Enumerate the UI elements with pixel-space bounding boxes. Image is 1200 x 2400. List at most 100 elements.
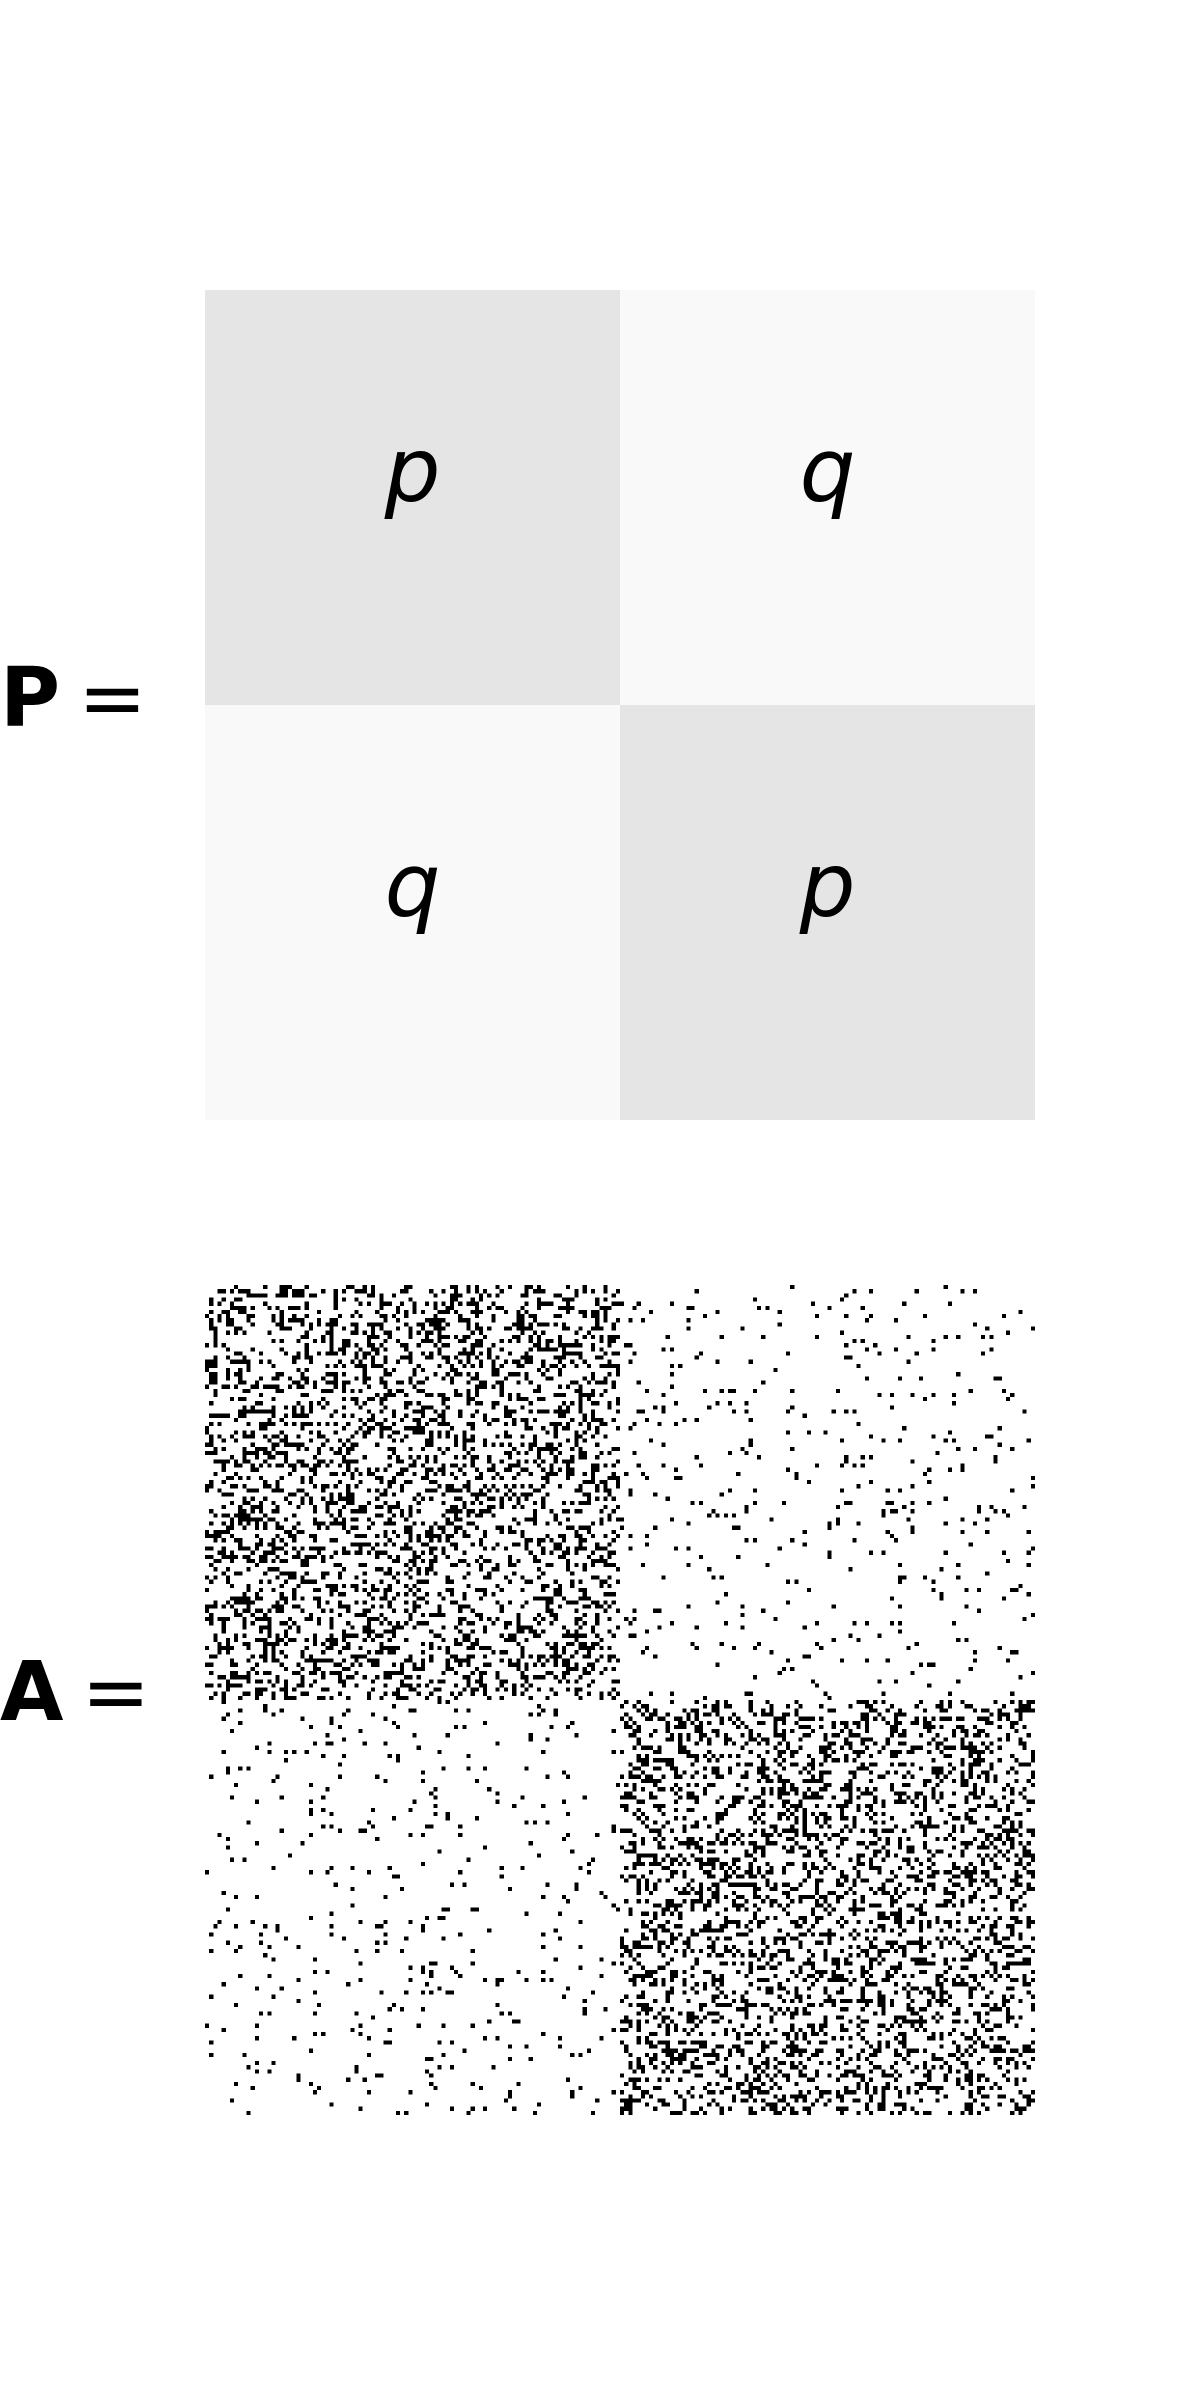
adjacency-entry xyxy=(445,1434,450,1439)
adjacency-entry xyxy=(346,1621,351,1626)
adjacency-entry xyxy=(806,1753,811,1759)
adjacency-entry xyxy=(856,1795,861,1800)
adjacency-entry xyxy=(317,1621,322,1626)
adjacency-entry xyxy=(649,1791,654,1796)
adjacency-entry xyxy=(823,1849,828,1854)
adjacency-entry xyxy=(333,1563,338,1568)
adjacency-entry xyxy=(387,1621,392,1626)
adjacency-entry xyxy=(217,1534,222,1539)
adjacency-entry xyxy=(561,1550,567,1555)
adjacency-entry xyxy=(317,1525,322,1530)
adjacency-entry xyxy=(985,1571,990,1576)
adjacency-entry xyxy=(408,1587,413,1593)
adjacency-entry xyxy=(852,1878,857,1883)
adjacency-entry xyxy=(1005,1397,1011,1402)
adjacency-entry xyxy=(678,1720,683,1725)
adjacency-entry xyxy=(371,1658,376,1663)
adjacency-entry xyxy=(624,1828,629,1833)
adjacency-entry xyxy=(283,1529,288,1534)
adjacency-entry xyxy=(254,1592,259,1597)
adjacency-entry xyxy=(574,1343,579,1348)
adjacency-entry xyxy=(449,1534,454,1539)
adjacency-entry xyxy=(761,1828,766,1833)
adjacency-entry xyxy=(296,1446,301,1451)
adjacency-entry xyxy=(761,1812,766,1817)
adjacency-entry xyxy=(823,1733,828,1738)
adjacency-entry xyxy=(719,1388,724,1393)
adjacency-entry xyxy=(209,1376,214,1381)
adjacency-entry xyxy=(350,1397,355,1402)
adjacency-entry xyxy=(798,1737,803,1742)
adjacency-entry xyxy=(578,1455,583,1460)
adjacency-entry xyxy=(632,1451,637,1456)
adjacency-entry xyxy=(893,1724,899,1730)
adjacency-entry xyxy=(873,1849,878,1854)
adjacency-entry xyxy=(250,1347,255,1352)
adjacency-entry xyxy=(881,1700,886,1705)
adjacency-entry xyxy=(532,1442,537,1447)
adjacency-entry xyxy=(225,1845,230,1850)
adjacency-entry xyxy=(678,1475,683,1481)
adjacency-entry xyxy=(864,1791,869,1796)
adjacency-entry xyxy=(985,1716,990,1721)
adjacency-entry xyxy=(931,1338,936,1344)
adjacency-entry xyxy=(437,1612,442,1617)
adjacency-entry xyxy=(989,1741,994,1746)
adjacency-entry xyxy=(786,1849,791,1854)
adjacency-entry xyxy=(1026,1529,1031,1534)
adjacency-entry xyxy=(487,1695,492,1700)
adjacency-entry xyxy=(445,1305,450,1310)
adjacency-entry xyxy=(375,1650,380,1655)
adjacency-entry xyxy=(325,1870,330,1875)
adjacency-entry xyxy=(383,1542,388,1547)
adjacency-entry xyxy=(470,1351,475,1356)
adjacency-entry xyxy=(292,1592,297,1597)
adjacency-entry xyxy=(566,1679,571,1684)
adjacency-entry xyxy=(669,1733,674,1738)
adjacency-entry xyxy=(283,1542,288,1547)
adjacency-entry xyxy=(524,1293,529,1298)
adjacency-entry xyxy=(815,1878,820,1883)
adjacency-entry xyxy=(1018,1832,1023,1837)
adjacency-entry xyxy=(582,1492,587,1497)
adjacency-entry xyxy=(279,1322,284,1327)
adjacency-entry xyxy=(371,1289,376,1294)
adjacency-entry xyxy=(283,1421,288,1427)
adjacency-entry xyxy=(636,1463,641,1468)
adjacency-entry xyxy=(644,1753,650,1759)
adjacency-entry xyxy=(524,1301,529,1306)
adjacency-entry xyxy=(292,1554,297,1559)
adjacency-entry xyxy=(835,1882,840,1887)
adjacency-entry xyxy=(719,1828,724,1833)
adjacency-entry xyxy=(371,1712,376,1717)
adjacency-entry xyxy=(271,1488,276,1493)
adjacency-entry xyxy=(371,1347,376,1352)
adjacency-entry xyxy=(288,1318,293,1323)
adjacency-entry xyxy=(279,1309,284,1315)
adjacency-entry xyxy=(537,1409,542,1414)
adjacency-entry xyxy=(404,1637,409,1642)
adjacency-entry xyxy=(205,1359,210,1364)
adjacency-entry xyxy=(981,1708,986,1713)
adjacency-entry xyxy=(507,1558,513,1564)
adjacency-entry xyxy=(462,1438,467,1443)
adjacency-entry xyxy=(267,1629,272,1634)
adjacency-entry xyxy=(673,1783,679,1788)
adjacency-entry xyxy=(798,1799,803,1804)
adjacency-entry xyxy=(682,1816,687,1821)
adjacency-entry xyxy=(848,1355,853,1360)
adjacency-entry xyxy=(466,1679,471,1684)
adjacency-entry xyxy=(491,1384,496,1389)
adjacency-entry xyxy=(827,1554,832,1559)
adjacency-entry xyxy=(715,1832,720,1837)
adjacency-entry xyxy=(350,1359,355,1364)
adjacency-entry xyxy=(644,1704,650,1709)
adjacency-entry xyxy=(877,1866,882,1871)
adjacency-entry xyxy=(250,1293,255,1298)
adjacency-entry xyxy=(719,1720,724,1725)
adjacency-entry xyxy=(234,1596,239,1601)
adjacency-entry xyxy=(1014,1778,1019,1783)
adjacency-entry xyxy=(495,1380,500,1385)
adjacency-entry xyxy=(383,1380,388,1385)
adjacency-entry xyxy=(939,1592,944,1597)
